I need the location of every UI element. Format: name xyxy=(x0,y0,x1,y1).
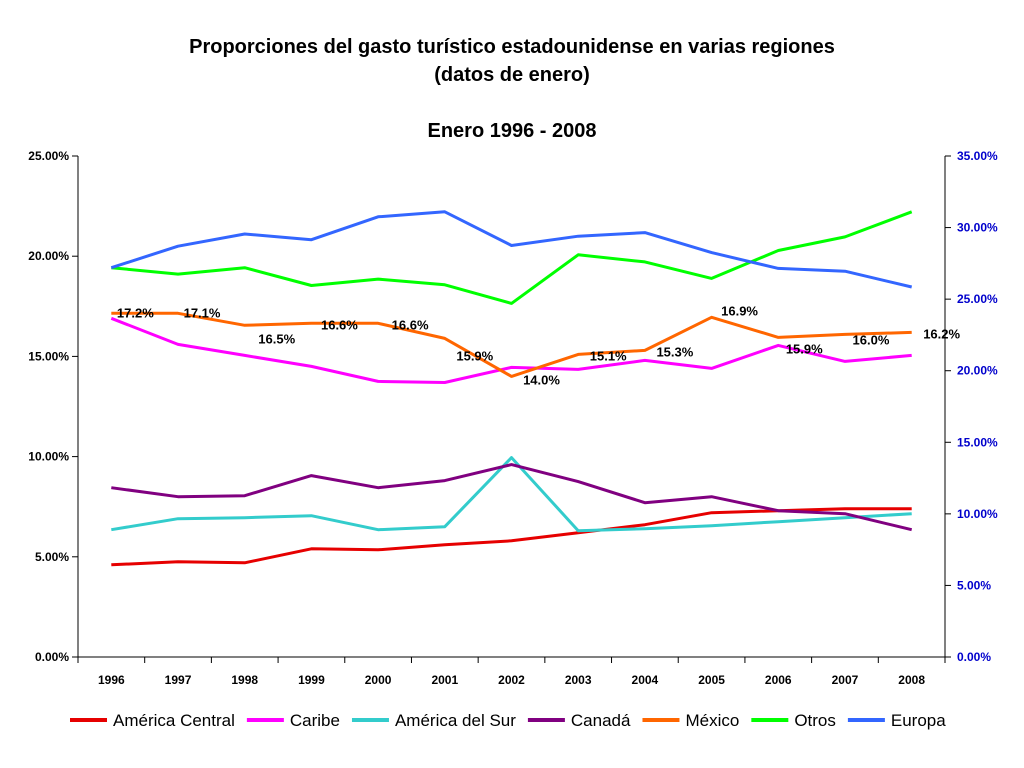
right-tick-label: 5.00% xyxy=(957,578,991,592)
right-tick-label: 30.00% xyxy=(957,221,998,235)
left-tick-label: 15.00% xyxy=(28,349,69,363)
x-tick-label: 2001 xyxy=(431,673,458,687)
series-line-canada xyxy=(111,463,913,532)
data-label: 15.3% xyxy=(656,344,693,359)
left-tick-label: 0.00% xyxy=(35,650,69,664)
data-label: 16.5% xyxy=(258,331,295,346)
legend-label: México xyxy=(685,711,739,730)
data-label: 16.6% xyxy=(321,317,358,332)
data-label: 14.0% xyxy=(523,372,560,387)
x-tick-label: 2005 xyxy=(698,673,725,687)
legend: América Central Caribe América del Sur Cana… xyxy=(70,711,946,730)
series-line-mexico xyxy=(111,311,912,378)
x-tick-label: 1996 xyxy=(98,673,125,687)
left-tick-label: 5.00% xyxy=(35,550,69,564)
legend-label: América Central xyxy=(113,711,235,730)
plot-area: 0.00% 5.00% 10.00% 15.00% 20.00% 25.00% 0.00% 5… xyxy=(28,149,998,687)
data-label: 16.6% xyxy=(392,317,429,332)
chart-title-line1: Proporciones del gasto turístico estadou… xyxy=(189,36,835,58)
chart-subtitle: Enero 1996 - 2008 xyxy=(428,120,597,142)
left-tick-label: 10.00% xyxy=(28,450,69,464)
legend-label: Europa xyxy=(891,711,946,730)
data-label: 17.1% xyxy=(184,305,221,320)
legend-label: Canadá xyxy=(571,711,631,730)
x-tick-label: 2008 xyxy=(898,673,925,687)
chart-title-line2: (datos de enero) xyxy=(434,64,590,86)
data-label: 15.9% xyxy=(786,341,823,356)
x-tick-label: 2000 xyxy=(365,673,392,687)
x-tick-label: 1999 xyxy=(298,673,325,687)
legend-label: América del Sur xyxy=(395,711,516,730)
x-tick-label: 2003 xyxy=(565,673,592,687)
right-tick-label: 25.00% xyxy=(957,292,998,306)
left-tick-label: 25.00% xyxy=(28,149,69,163)
series-line-otros xyxy=(111,210,913,305)
series-line-europa xyxy=(110,210,913,289)
x-tick-label: 1997 xyxy=(165,673,192,687)
x-tick-label: 1998 xyxy=(231,673,258,687)
right-tick-label: 10.00% xyxy=(957,507,998,521)
x-tick-label: 2004 xyxy=(632,673,659,687)
right-tick-label: 35.00% xyxy=(957,149,998,163)
data-label: 16.2% xyxy=(923,326,960,341)
data-label: 16.0% xyxy=(853,332,890,347)
x-tick-label: 2006 xyxy=(765,673,792,687)
series-line-caribe xyxy=(110,316,912,384)
left-tick-label: 20.00% xyxy=(28,249,69,263)
legend-label: Otros xyxy=(794,711,836,730)
series-line-america-del-sur xyxy=(111,456,912,533)
right-tick-label: 20.00% xyxy=(957,364,998,378)
data-label: 17.2% xyxy=(117,305,154,320)
x-tick-label: 2002 xyxy=(498,673,525,687)
data-label: 16.9% xyxy=(721,303,758,318)
right-tick-label: 0.00% xyxy=(957,650,991,664)
data-label: 15.1% xyxy=(590,348,627,363)
x-tick-label: 2007 xyxy=(832,673,859,687)
legend-label: Caribe xyxy=(290,711,340,730)
data-label: 15.9% xyxy=(456,348,493,363)
right-tick-label: 15.00% xyxy=(957,435,998,449)
